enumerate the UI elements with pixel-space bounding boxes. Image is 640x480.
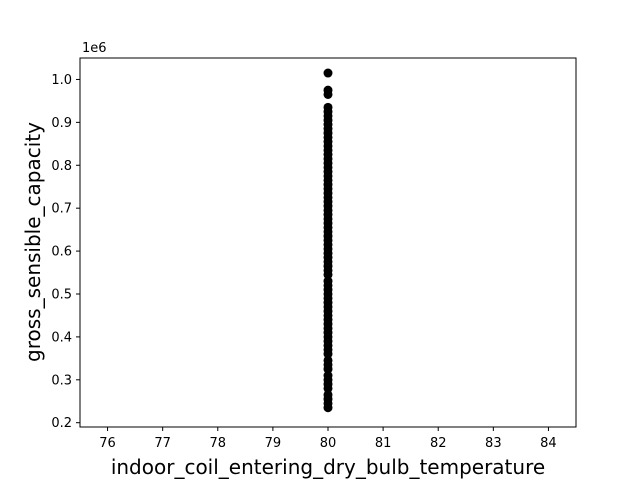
data-point xyxy=(323,85,333,95)
x-axis-ticks: 76 77 78 79 80 81 82 83 84 xyxy=(99,427,557,451)
x-tick-label: 84 xyxy=(540,436,557,451)
data-point xyxy=(323,68,333,78)
y-tick-label: 1.0 xyxy=(51,73,72,88)
x-tick-label: 80 xyxy=(320,436,337,451)
x-axis-label: indoor_coil_entering_dry_bulb_temperatur… xyxy=(111,455,545,479)
x-tick-label: 77 xyxy=(154,436,171,451)
y-tick-label: 0.8 xyxy=(51,159,72,174)
y-tick-label: 0.2 xyxy=(51,416,72,431)
x-tick-label: 79 xyxy=(265,436,282,451)
data-point xyxy=(323,355,333,365)
y-tick-label: 0.3 xyxy=(51,373,72,388)
x-tick-label: 76 xyxy=(99,436,116,451)
data-point xyxy=(323,371,333,381)
y-axis-offset-label: 1e6 xyxy=(82,41,107,56)
y-tick-label: 0.7 xyxy=(51,202,72,217)
data-point xyxy=(323,276,333,286)
data-point xyxy=(323,102,333,112)
x-tick-label: 81 xyxy=(375,436,392,451)
x-tick-label: 82 xyxy=(430,436,447,451)
y-tick-label: 0.6 xyxy=(51,245,72,260)
y-tick-label: 0.5 xyxy=(51,287,72,302)
x-tick-label: 83 xyxy=(485,436,502,451)
x-tick-label: 78 xyxy=(210,436,227,451)
y-axis-ticks: 0.2 0.3 0.4 0.5 0.6 0.7 0.8 0.9 1.0 xyxy=(51,73,80,431)
data-point xyxy=(323,390,333,400)
y-tick-label: 0.4 xyxy=(51,330,72,345)
y-axis-label: gross_sensible_capacity xyxy=(21,122,45,362)
y-tick-label: 0.9 xyxy=(51,116,72,131)
points-layer xyxy=(323,68,333,413)
